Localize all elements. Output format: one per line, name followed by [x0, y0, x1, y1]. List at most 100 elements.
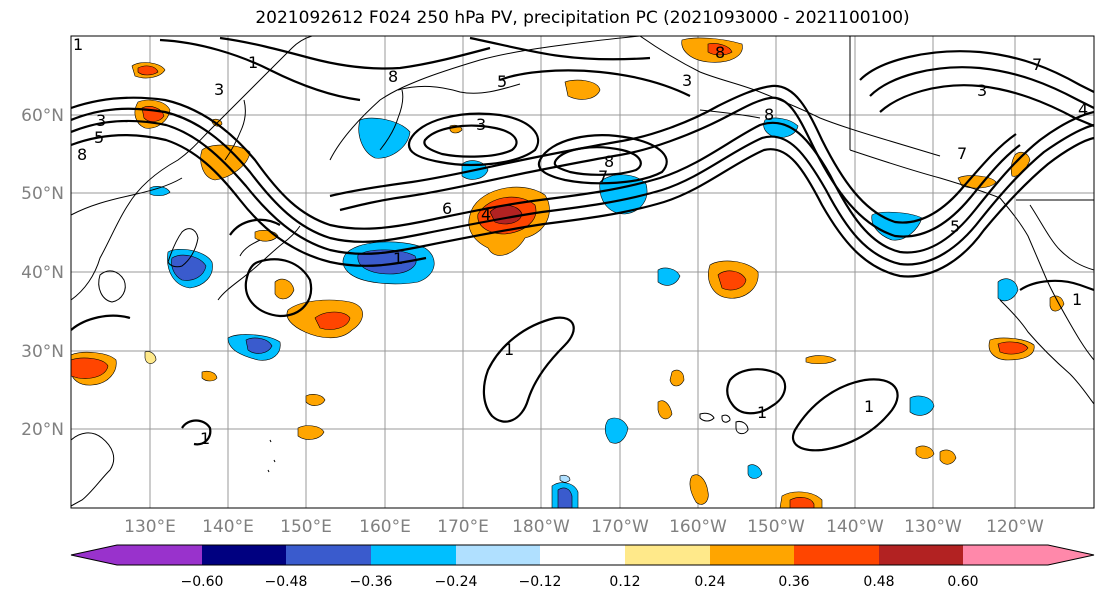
map-title: 2021092612 F024 250 hPa PV, precipitatio… [255, 8, 910, 28]
precip-positive-patch [657, 400, 673, 420]
lon-label: 140°E [202, 517, 254, 537]
colorbar-tick-label: 0.48 [863, 574, 894, 590]
lon-label: 120°W [986, 517, 1044, 537]
precip-shading [71, 37, 1065, 508]
precip-positive-patch [997, 341, 1029, 355]
colorbar-segment [963, 545, 1048, 565]
precip-positive-patch [789, 497, 815, 508]
colorbar-tick-label: 0.36 [778, 574, 809, 590]
contour-label: 7 [1032, 55, 1042, 74]
precip-negative-patch [747, 464, 763, 479]
colorbar-tick-label: 0.60 [947, 574, 978, 590]
colorbar-tick-label: 0.24 [694, 574, 725, 590]
precip-negative-patch [149, 186, 171, 197]
contour-label: 3 [96, 111, 106, 130]
colorbar-segment [117, 545, 202, 565]
precip-negative-patch [604, 417, 629, 444]
colorbar-segment [625, 545, 710, 565]
lon-label: 170°E [437, 517, 489, 537]
precip-positive-patch [939, 449, 957, 465]
colorbar-under-triangle [71, 545, 117, 565]
precip-positive-patch [915, 445, 935, 459]
colorbar-segment [710, 545, 794, 565]
colorbar-tick-label: −0.48 [265, 574, 308, 590]
lat-label: 20°N [21, 420, 64, 440]
contour-label: 1 [393, 249, 403, 268]
colorbar-segment [794, 545, 879, 565]
contour-label: 8 [715, 43, 725, 62]
precip-negative-patch [997, 278, 1019, 302]
colorbar-segment [371, 545, 456, 565]
colorbar: −0.60 −0.48 −0.36 −0.24 −0.12 0.12 0.24 … [70, 544, 1095, 590]
pv-contours [71, 36, 1094, 452]
contour-label: 8 [388, 67, 398, 86]
precip-negative-patch [657, 267, 681, 286]
colorbar-tick-label: −0.12 [519, 574, 562, 590]
lon-label: 160°W [669, 517, 727, 537]
lon-label: 150°W [747, 517, 805, 537]
precip-positive-patch [297, 425, 325, 440]
contour-label: 8 [764, 105, 774, 124]
precip-positive-patch [274, 278, 295, 300]
lon-label: 130°W [904, 517, 962, 537]
precip-negative-patch [557, 487, 573, 508]
colorbar-segment [286, 545, 371, 565]
colorbar-tick-label: 0.12 [609, 574, 640, 590]
precip-positive-patch [71, 357, 109, 379]
contour-label: 7 [598, 167, 608, 186]
contour-label: 3 [682, 71, 692, 90]
contour-label: 5 [94, 128, 104, 147]
colorbar-segment [202, 545, 286, 565]
lon-label: 150°E [280, 517, 332, 537]
colorbar-segment [456, 545, 540, 565]
contour-label: 1 [248, 53, 258, 72]
contour-label: 3 [214, 80, 224, 99]
lon-label: 170°W [591, 517, 649, 537]
precip-positive-patch [805, 355, 837, 365]
contour-label: 8 [604, 152, 614, 171]
contour-label: 3 [476, 115, 486, 134]
precip-positive-patch [305, 394, 326, 406]
latitude-labels: 60°N 50°N 40°N 30°N 20°N [21, 106, 64, 440]
colorbar-over-triangle [1048, 545, 1094, 565]
map-panel [70, 35, 1095, 509]
colorbar-tick-label: −0.60 [181, 574, 224, 590]
precip-positive-patch [717, 270, 747, 291]
colorbar-outline [70, 544, 1095, 566]
coastlines [71, 36, 1094, 507]
lat-label: 60°N [21, 106, 64, 126]
contour-label: 1 [504, 340, 514, 359]
contour-labels: 8 3 5 3 3 8 8 6 4 1 1 1 1 1 3 7 7 5 8 4 … [73, 35, 1088, 448]
precip-positive-patch [564, 79, 601, 100]
precip-negative-patch [171, 254, 207, 281]
precip-negative-patch [559, 474, 571, 483]
precip-positive-patch [707, 43, 733, 56]
lon-label: 140°W [826, 517, 884, 537]
contour-label: 1 [200, 429, 210, 448]
lon-label: 160°E [359, 517, 411, 537]
contour-label: 3 [977, 81, 987, 100]
contour-label: 5 [950, 217, 960, 236]
precip-negative-patch [358, 117, 411, 159]
precip-positive-patch [669, 369, 685, 387]
contour-label: 7 [957, 144, 967, 163]
contour-label: 4 [481, 205, 491, 224]
contour-label: 1 [757, 403, 767, 422]
lat-label: 30°N [21, 342, 64, 362]
lon-label: 180°W [512, 517, 570, 537]
contour-label: 8 [77, 145, 87, 164]
lat-label: 50°N [21, 184, 64, 204]
lon-label: 130°E [124, 517, 176, 537]
precip-negative-patch [871, 211, 923, 241]
precip-negative-patch [909, 395, 935, 416]
precip-negative-patch [357, 249, 417, 275]
contour-label: 1 [73, 35, 83, 54]
contour-label: 4 [1078, 100, 1088, 119]
colorbar-tick-label: −0.24 [435, 574, 478, 590]
colorbar-segment [540, 545, 625, 565]
contour-label: 5 [497, 72, 507, 91]
longitude-labels: 130°E 140°E 150°E 160°E 170°E 180°W 170°… [124, 517, 1044, 537]
contour-label: 1 [1072, 290, 1082, 309]
colorbar-tick-label: −0.36 [350, 574, 393, 590]
